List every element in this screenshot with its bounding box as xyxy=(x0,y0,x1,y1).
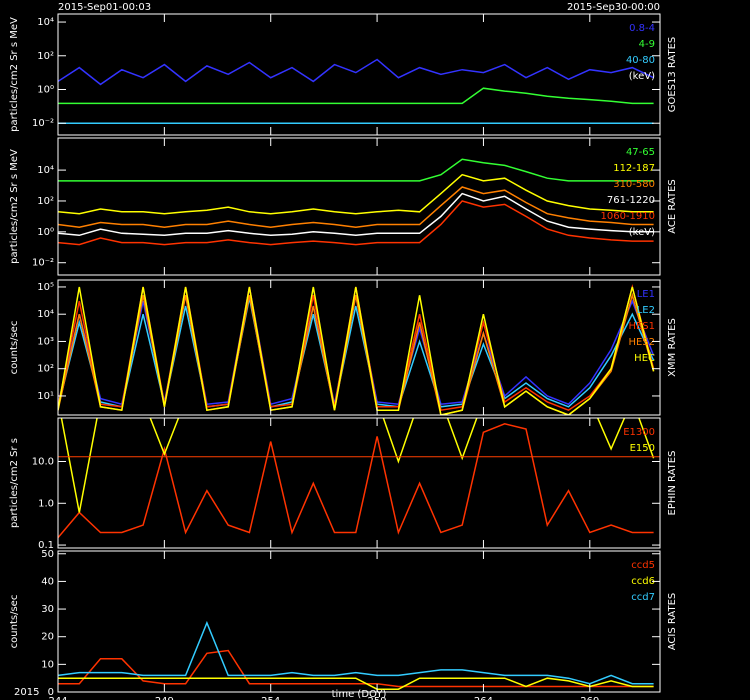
x-tick-label: 264 xyxy=(474,696,493,700)
legend-entry: LE2 xyxy=(637,305,655,316)
y-tick-label: 10⁴ xyxy=(37,17,54,28)
x-axis-label: time (DOY) xyxy=(332,689,387,700)
legend-entry: HES1 xyxy=(628,321,655,332)
plot-area xyxy=(58,284,655,415)
series-line xyxy=(58,173,654,215)
y-axis-label: particles/cm2 Sr s MeV xyxy=(9,17,20,132)
y-tick-label: 10⁻² xyxy=(32,258,54,269)
x-tick-label: 244 xyxy=(48,696,67,700)
y-tick-label: 10.0 xyxy=(32,457,54,468)
legend-unit: (keV) xyxy=(629,71,655,82)
y-tick-label: 10² xyxy=(37,364,54,375)
panel-frame xyxy=(57,13,661,136)
y-tick-label: 10¹ xyxy=(37,391,54,402)
series-line xyxy=(58,192,654,237)
x-tick-label: 254 xyxy=(261,696,280,700)
plot-area xyxy=(58,158,654,246)
panel-title: GOES13 RATES xyxy=(667,37,678,113)
y-tick-label: 20 xyxy=(41,632,54,643)
legend-entry: HEC xyxy=(634,353,655,364)
y-tick-label: 10² xyxy=(37,51,54,62)
legend-entry: HES2 xyxy=(628,337,655,348)
plot-area xyxy=(58,620,654,690)
series-line xyxy=(58,423,654,539)
series-line xyxy=(58,620,654,685)
series-line xyxy=(58,649,654,688)
legend-entry: E1300 xyxy=(623,427,655,438)
y-tick-label: 0 xyxy=(48,687,54,698)
legend-entry: 40-80 xyxy=(626,55,655,66)
series-line xyxy=(60,418,655,513)
legend-entry: 0.8-4 xyxy=(629,23,655,34)
legend-entry: 761-1220 xyxy=(607,195,655,206)
legend-entry: 1060-1910 xyxy=(600,211,655,222)
legend-entry: ccd5 xyxy=(631,560,655,571)
plot-area xyxy=(58,58,654,124)
panel-frame xyxy=(57,417,661,549)
legend-unit: (keV) xyxy=(629,227,655,238)
legend-entry: LE1 xyxy=(637,289,655,300)
y-tick-label: 10⁴ xyxy=(37,165,54,176)
y-tick-label: 10⁴ xyxy=(37,309,54,320)
panel-frame xyxy=(57,550,661,693)
y-axis-label: particles/cm2 Sr s xyxy=(9,438,20,528)
series-line xyxy=(58,158,654,182)
plot-area xyxy=(58,418,660,539)
y-tick-label: 1.0 xyxy=(38,498,54,509)
series-line xyxy=(58,87,654,105)
start-date: 2015-Sep01-00:03 xyxy=(58,2,151,13)
panel-title: XMM RATES xyxy=(667,318,678,377)
y-tick-label: 50 xyxy=(41,549,54,560)
x-tick-label: 249 xyxy=(155,696,174,700)
y-tick-label: 10⁻² xyxy=(32,118,54,129)
series-line xyxy=(58,58,654,86)
y-tick-label: 30 xyxy=(41,604,54,615)
end-date: 2015-Sep30-00:00 xyxy=(567,2,660,13)
y-axis-label: particles/cm2 Sr s MeV xyxy=(9,149,20,264)
series-line xyxy=(58,286,655,415)
panel-frame xyxy=(57,279,661,416)
legend-entry: 47-65 xyxy=(626,147,655,158)
legend-entry: 112-187 xyxy=(613,163,655,174)
year: 2015 xyxy=(14,687,39,698)
y-tick-label: 10³ xyxy=(37,336,54,347)
series-line xyxy=(58,677,654,690)
y-tick-label: 0.1 xyxy=(38,540,54,551)
legend-entry: 310-580 xyxy=(613,179,655,190)
series-line xyxy=(58,186,654,228)
y-tick-label: 40 xyxy=(41,576,54,587)
panel-title: ACE RATES xyxy=(667,179,678,234)
legend-entry: 4-9 xyxy=(639,39,655,50)
y-tick-label: 10⁰ xyxy=(37,84,54,95)
legend-entry: ccd7 xyxy=(631,592,655,603)
series-line xyxy=(58,297,655,408)
x-tick-label: 259 xyxy=(368,696,387,700)
x-tick-label: 269 xyxy=(580,696,599,700)
y-tick-label: 10² xyxy=(37,196,54,207)
panel-title: ACIS RATES xyxy=(667,593,678,651)
series-line xyxy=(58,200,654,246)
panel-frame xyxy=(57,137,661,276)
y-axis-label: counts/sec xyxy=(9,595,20,649)
y-tick-label: 10⁰ xyxy=(37,227,54,238)
y-tick-label: 10⁵ xyxy=(37,282,54,293)
y-tick-label: 10 xyxy=(41,659,54,670)
y-axis-label: counts/sec xyxy=(9,321,20,375)
legend-entry: ccd6 xyxy=(631,576,655,587)
legend-entry: E150 xyxy=(630,443,655,454)
panel-title: EPHIN RATES xyxy=(667,451,678,516)
